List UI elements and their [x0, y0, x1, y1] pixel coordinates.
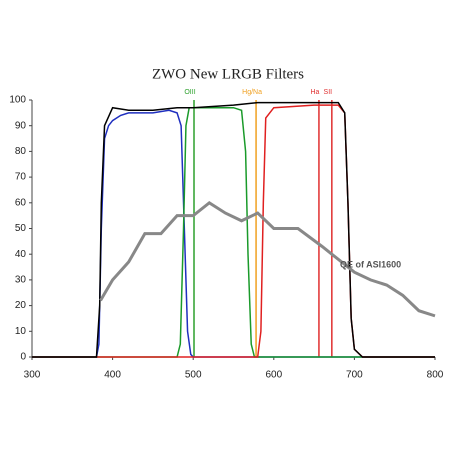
- emission-label: OIII: [184, 89, 195, 96]
- y-tick-label: 20: [15, 300, 27, 311]
- y-tick-label: 30: [15, 275, 27, 286]
- x-tick-label: 800: [427, 370, 444, 381]
- series-line: [32, 106, 435, 358]
- y-tick-label: 80: [15, 146, 27, 157]
- y-tick-label: 70: [15, 172, 27, 183]
- series-line: [32, 101, 435, 358]
- chart-title: ZWO New LRGB Filters: [152, 66, 304, 82]
- series-label: QE of ASI1600: [340, 259, 401, 269]
- emission-label: Hg/Na: [242, 89, 262, 96]
- x-tick-label: 300: [24, 370, 41, 381]
- y-tick-label: 40: [15, 249, 27, 260]
- y-tick-label: 90: [15, 120, 27, 131]
- series-line: [32, 109, 435, 358]
- x-tick-label: 500: [185, 370, 202, 381]
- emission-label: Ha: [310, 89, 319, 96]
- y-tick-label: 50: [15, 223, 27, 234]
- x-tick-label: 600: [265, 370, 282, 381]
- y-tick-label: 60: [15, 197, 27, 208]
- series-line: [32, 104, 435, 358]
- y-tick-label: 10: [15, 326, 27, 337]
- y-tick-label: 100: [9, 95, 26, 106]
- y-tick-label: 0: [20, 352, 26, 363]
- emission-label: SII: [324, 89, 333, 96]
- x-tick-label: 400: [104, 370, 121, 381]
- x-tick-label: 700: [346, 370, 363, 381]
- series-line: [99, 200, 436, 318]
